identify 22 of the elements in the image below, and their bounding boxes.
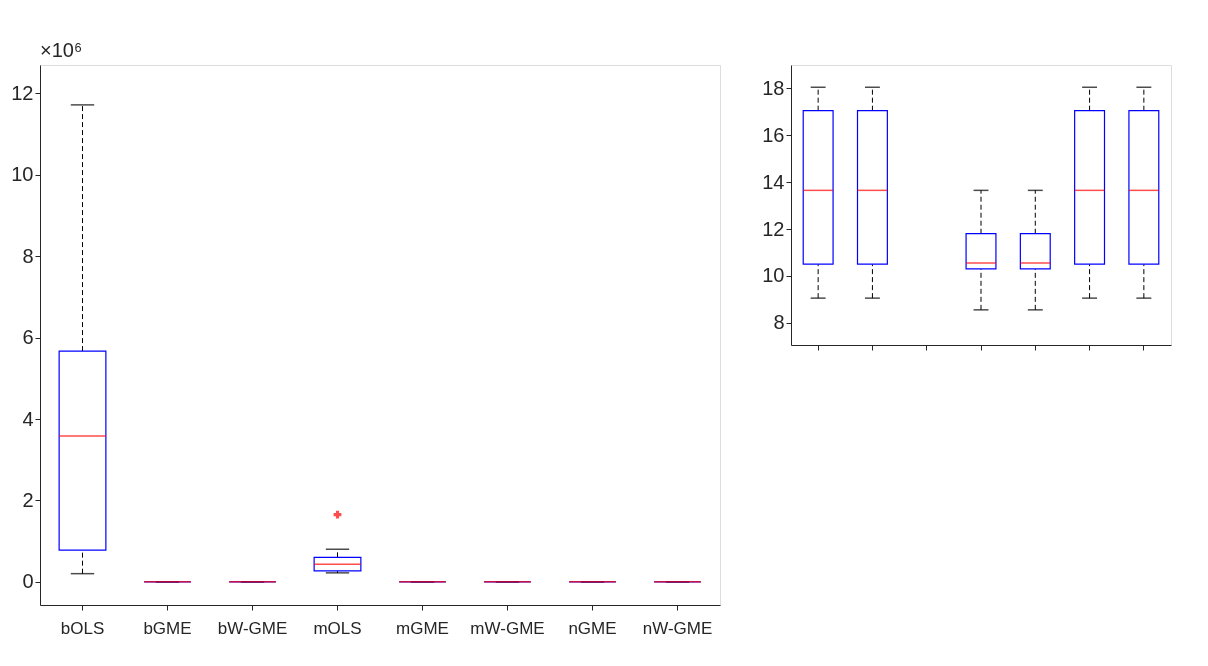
y-tick-label: 12 (762, 217, 785, 240)
y-tick-label: 16 (762, 123, 785, 146)
y-tick-label: 4 (22, 407, 34, 430)
y-tick-label: 8 (773, 311, 785, 334)
x-tick-label: bGME (143, 618, 192, 638)
x-tick-label: mGME (396, 618, 449, 638)
y-tick-label: 12 (11, 81, 34, 104)
y-tick-label: 14 (762, 170, 785, 193)
x-tick-label: mOLS (313, 618, 362, 638)
x-tick-label: nGME (568, 618, 617, 638)
y-tick-label: 6 (22, 326, 34, 349)
y-tick-label: 10 (762, 264, 785, 287)
y-tick-label: 2 (22, 488, 34, 511)
y-tick-label: 8 (22, 244, 34, 267)
x-tick-label: bW-GME (217, 618, 288, 638)
text: ×10⁶ (40, 39, 83, 61)
x-tick-label: mW-GME (470, 618, 545, 638)
x-tick-label: nW-GME (642, 618, 713, 638)
y-tick-label: 10 (11, 163, 34, 186)
x-tick-label: bOLS (60, 618, 105, 638)
y-tick-label: 0 (22, 570, 34, 593)
y-tick-label: 18 (762, 76, 785, 99)
